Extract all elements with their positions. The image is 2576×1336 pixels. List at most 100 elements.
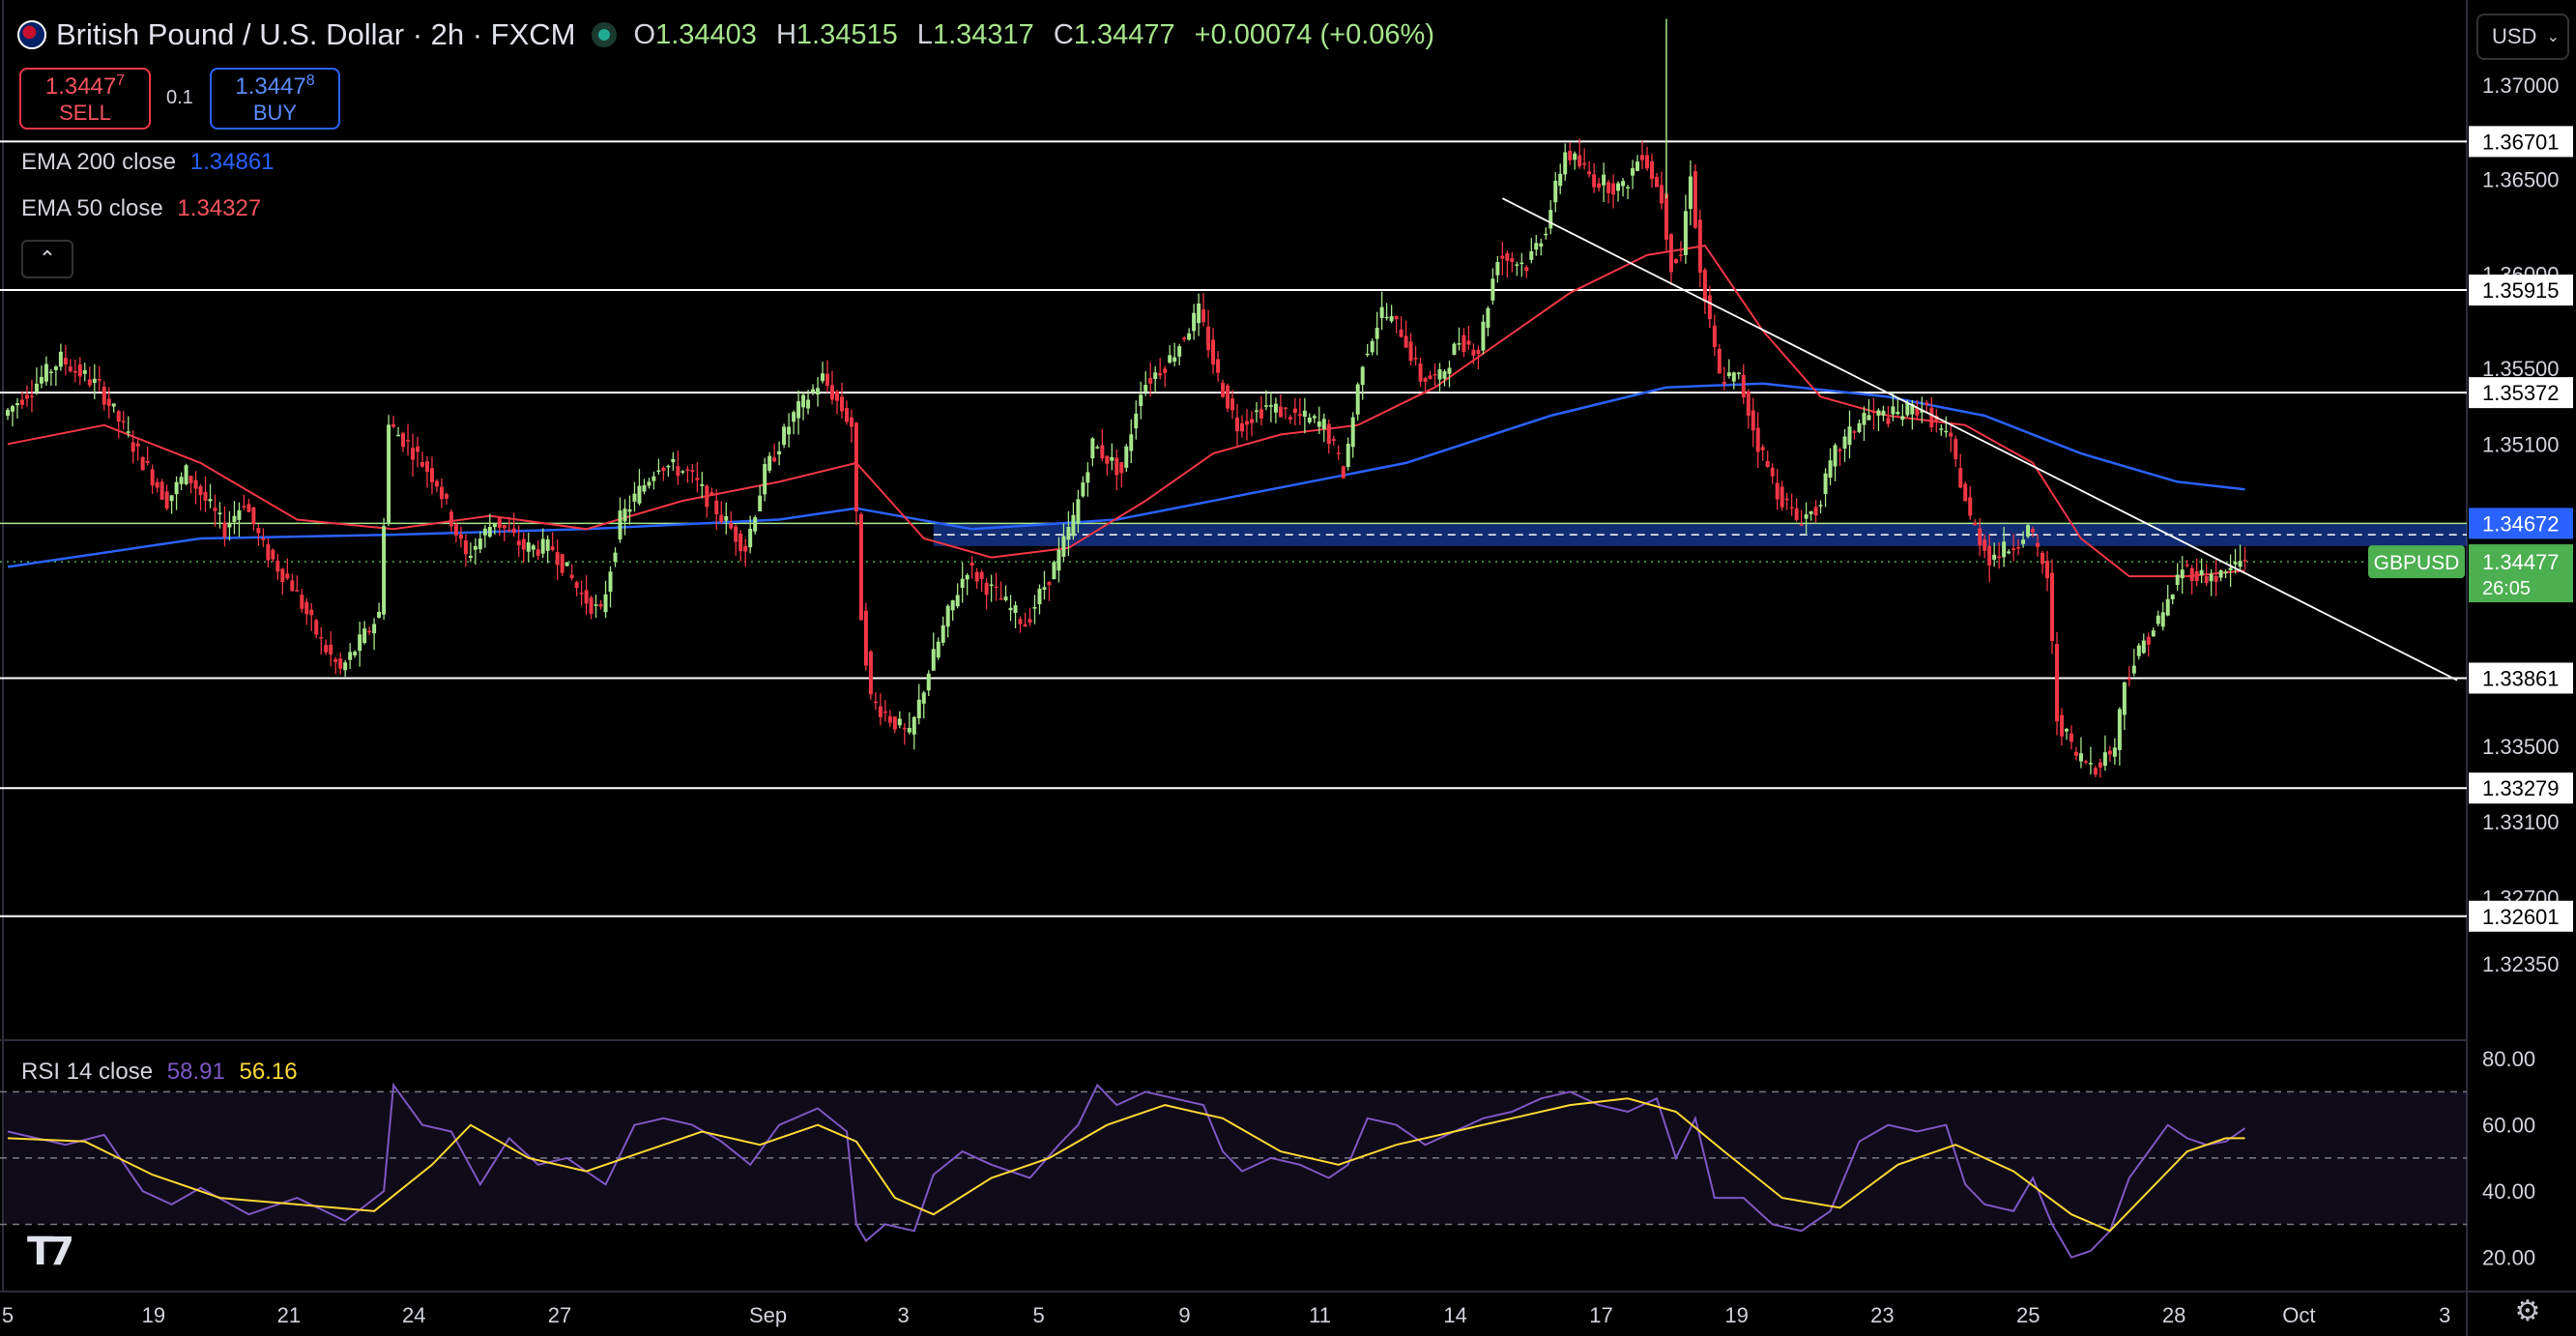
candle-body: [1891, 406, 1896, 415]
level-label-bg: [2469, 772, 2573, 804]
candle-body: [1577, 155, 1582, 167]
candle-body: [719, 514, 724, 522]
candle-body: [1244, 421, 1249, 425]
candle-body: [782, 426, 787, 446]
ema50-legend[interactable]: EMA 50 close 1.34327: [21, 195, 261, 222]
time-tick-label: 3: [897, 1303, 909, 1327]
candle-body: [2107, 750, 2112, 755]
candle-body: [1085, 472, 1090, 483]
price-tick-label: 1.33100: [2482, 810, 2560, 834]
candle-body: [2127, 678, 2131, 681]
candle-body: [1794, 508, 1799, 520]
candle-body: [1592, 174, 1597, 188]
candle-body: [787, 426, 792, 435]
candle-body: [290, 580, 295, 592]
candle-body: [1587, 171, 1592, 175]
candle-body: [353, 652, 358, 655]
candle-body: [1346, 443, 1350, 468]
candle-body: [1539, 243, 1544, 247]
candles: [6, 138, 2247, 778]
symbol-badge-label: GBPUSD: [2374, 552, 2460, 574]
candle-body: [931, 649, 936, 671]
candle-body: [208, 499, 213, 502]
candle-body: [1061, 536, 1066, 557]
candle-body: [1365, 353, 1370, 356]
collapse-legend-button[interactable]: ⌃: [21, 240, 73, 278]
quantity-value[interactable]: 0.1: [166, 87, 193, 108]
candle-body: [1746, 391, 1751, 416]
rsi-legend[interactable]: RSI 14 close 58.91 56.16: [21, 1059, 298, 1086]
candle-body: [564, 562, 569, 566]
candle-body: [1905, 402, 1910, 416]
gear-icon[interactable]: ⚙: [2514, 1295, 2541, 1327]
candle-body: [174, 481, 179, 495]
buy-button[interactable]: 1.34478 BUY: [210, 68, 340, 130]
sell-button[interactable]: 1.34477 SELL: [19, 68, 151, 130]
candle-body: [416, 446, 420, 452]
candle-body: [439, 486, 444, 500]
level-label-bg: [2469, 662, 2573, 694]
candle-body: [1958, 468, 1963, 488]
candle-body: [2016, 547, 2021, 549]
level-label: 1.33279: [2482, 776, 2560, 800]
candle-body: [492, 523, 497, 528]
symbol-header[interactable]: British Pound / U.S. Dollar · 2h · FXCM …: [17, 14, 1446, 56]
candle-body: [994, 586, 999, 589]
candle-body: [1110, 456, 1114, 461]
candle-body: [2170, 594, 2175, 599]
candle-body: [844, 408, 849, 422]
candle-body: [184, 465, 188, 484]
currency-selector[interactable]: USD ⌄: [2476, 14, 2569, 60]
candle-body: [1283, 407, 1288, 410]
candle-body: [2243, 560, 2247, 562]
candle-body: [878, 706, 883, 717]
candle-body: [2083, 761, 2088, 763]
candle-body: [1168, 355, 1172, 363]
candle-body: [1712, 325, 1717, 347]
candle-body: [343, 662, 348, 671]
candle-body: [1206, 326, 1211, 351]
candle-body: [449, 511, 453, 527]
candle-body: [1139, 394, 1143, 406]
candle-body: [714, 500, 719, 515]
candle-body: [1288, 417, 1292, 420]
candle-body: [1486, 307, 1491, 329]
ema200-value: 1.34861: [189, 149, 275, 175]
candle-body: [1302, 410, 1307, 418]
candle-body: [1148, 378, 1153, 384]
candle-body: [126, 431, 130, 433]
symbol-title[interactable]: British Pound / U.S. Dollar · 2h · FXCM: [56, 17, 576, 51]
candle-body: [1437, 368, 1442, 380]
candle-body: [2088, 763, 2093, 765]
ohlc-high-value: 1.34515: [796, 18, 898, 50]
candle-body: [2204, 576, 2209, 584]
candle-body: [705, 485, 709, 508]
candle-body: [676, 466, 680, 477]
candle-body: [2078, 753, 2083, 762]
candle-body: [1379, 306, 1384, 318]
candle-body: [1702, 270, 1707, 303]
candle-body: [1920, 410, 1925, 413]
time-tick-label: 17: [1589, 1303, 1612, 1327]
candle-body: [6, 409, 10, 417]
candle-body: [1211, 339, 1216, 365]
candle-body: [1659, 185, 1664, 204]
rsi-value: 58.91: [166, 1059, 225, 1085]
candle-body: [261, 537, 266, 540]
ema50-label: EMA 50 close: [21, 195, 163, 221]
level-label-bg: [2469, 900, 2573, 932]
candle-body: [897, 718, 902, 726]
ema200-legend[interactable]: EMA 200 close 1.34861: [21, 149, 275, 176]
candle-body: [695, 478, 700, 480]
candle-body: [159, 481, 164, 500]
candle-body: [193, 479, 198, 489]
candle-body: [1042, 587, 1047, 590]
candle-body: [271, 549, 275, 560]
candle-body: [2223, 571, 2228, 574]
candle-body: [434, 480, 439, 487]
candle-body: [873, 701, 878, 704]
candle-body: [545, 539, 550, 551]
candle-body: [387, 424, 391, 523]
candle-body: [507, 530, 511, 532]
